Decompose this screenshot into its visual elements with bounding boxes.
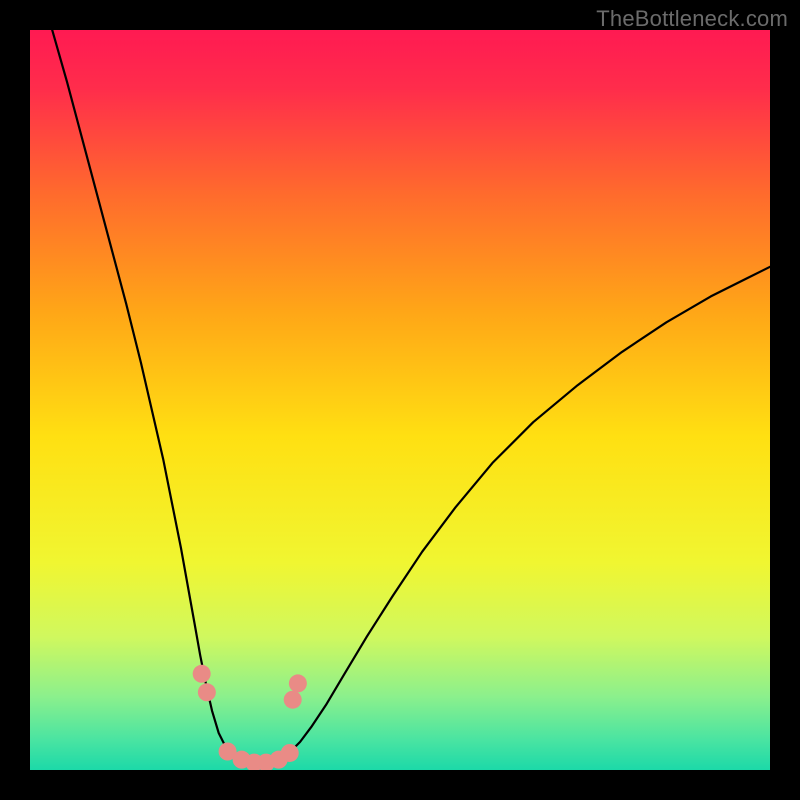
- gradient-background: [30, 30, 770, 770]
- marker-dot: [193, 665, 211, 683]
- plot-area: [30, 30, 770, 770]
- marker-dot: [281, 744, 299, 762]
- marker-dot: [198, 683, 216, 701]
- plot-svg: [30, 30, 770, 770]
- marker-dot: [284, 691, 302, 709]
- watermark-text: TheBottleneck.com: [596, 6, 788, 32]
- marker-dot: [289, 674, 307, 692]
- outer-frame: TheBottleneck.com: [0, 0, 800, 800]
